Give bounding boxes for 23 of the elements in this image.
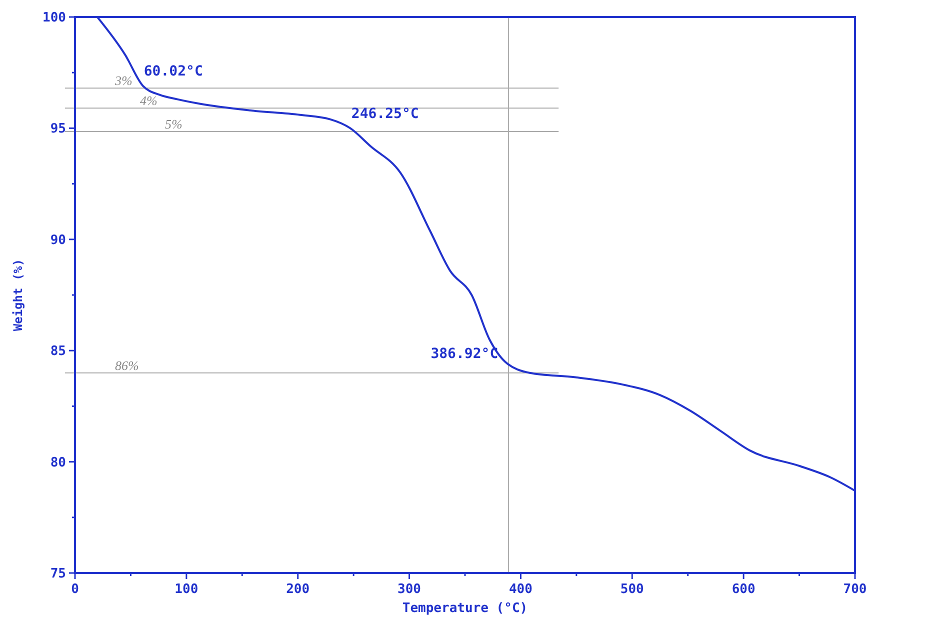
x-tick-label: 200 [286,582,310,597]
annotation: 86% [115,358,139,373]
x-tick-label: 600 [732,582,756,597]
annotation: 386.92°C [430,346,498,362]
y-tick-label: 85 [50,344,66,360]
annotation: 5% [165,116,182,132]
y-tick-label: 95 [50,122,66,137]
annotation: 246.25°C [351,106,419,122]
x-tick-label: 100 [174,582,198,597]
y-tick-label: 100 [42,10,66,26]
x-tick-label: 700 [843,582,867,597]
x-axis-title: Temperature (°C) [402,601,528,616]
y-tick-label: 90 [50,232,66,248]
x-tick-label: 0 [71,582,80,597]
x-tick-label: 300 [398,582,422,597]
x-tick-label: 500 [620,582,644,597]
y-tick-label: 75 [50,566,66,582]
x-tick-label: 400 [508,582,533,597]
y-tick-label: 80 [50,455,66,470]
annotation: 60.02°C [144,64,203,80]
annotation: 4% [140,93,158,108]
y-axis-title: Weight (%) [11,258,25,332]
annotation: 3% [114,73,132,88]
